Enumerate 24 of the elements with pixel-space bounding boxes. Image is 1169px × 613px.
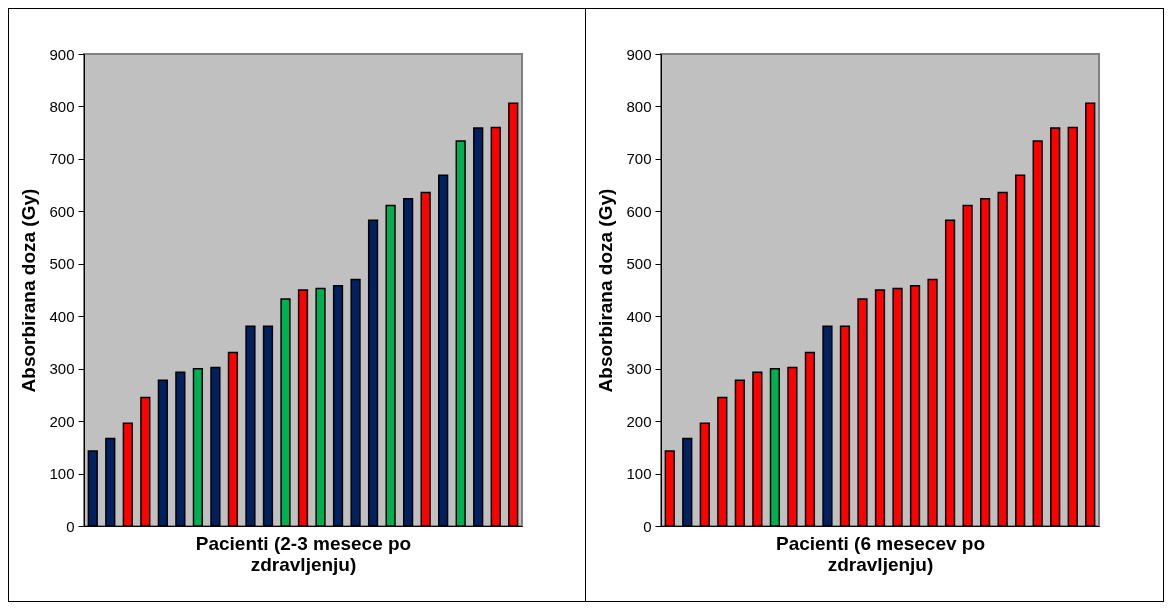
y-tick-label: 900 (626, 45, 652, 63)
y-tick-label: 400 (49, 307, 75, 325)
y-tick-label: 600 (49, 202, 75, 220)
y-tick-label: 0 (66, 517, 75, 535)
y-tick-label: 500 (626, 255, 652, 273)
y-tick-label: 100 (626, 465, 652, 483)
y-tick-label: 300 (49, 360, 75, 378)
y-tick-label: 300 (626, 360, 652, 378)
y-tick-label: 200 (626, 412, 652, 430)
y-tick-label: 0 (643, 517, 652, 535)
y-tick-label: 700 (49, 150, 75, 168)
y-tick-label: 400 (626, 307, 652, 325)
y-tick-label: 500 (49, 255, 75, 273)
y-tick-label: 600 (626, 202, 652, 220)
y-tick-label: 800 (49, 97, 75, 115)
y-tick-label: 100 (49, 465, 75, 483)
y-axis-title: Absorbirana doza (Gy) (595, 188, 617, 393)
y-tick-label: 800 (626, 97, 652, 115)
y-tick-label: 900 (49, 45, 75, 63)
y-axis-title: Absorbirana doza (Gy) (18, 188, 40, 393)
y-tick-label: 200 (49, 412, 75, 430)
y-tick-label: 700 (626, 150, 652, 168)
x-axis-title: Pacienti (6 mesecev po zdravljenju) (775, 532, 986, 575)
x-axis-title: Pacienti (2-3 mesece po zdravljenju) (195, 532, 412, 575)
